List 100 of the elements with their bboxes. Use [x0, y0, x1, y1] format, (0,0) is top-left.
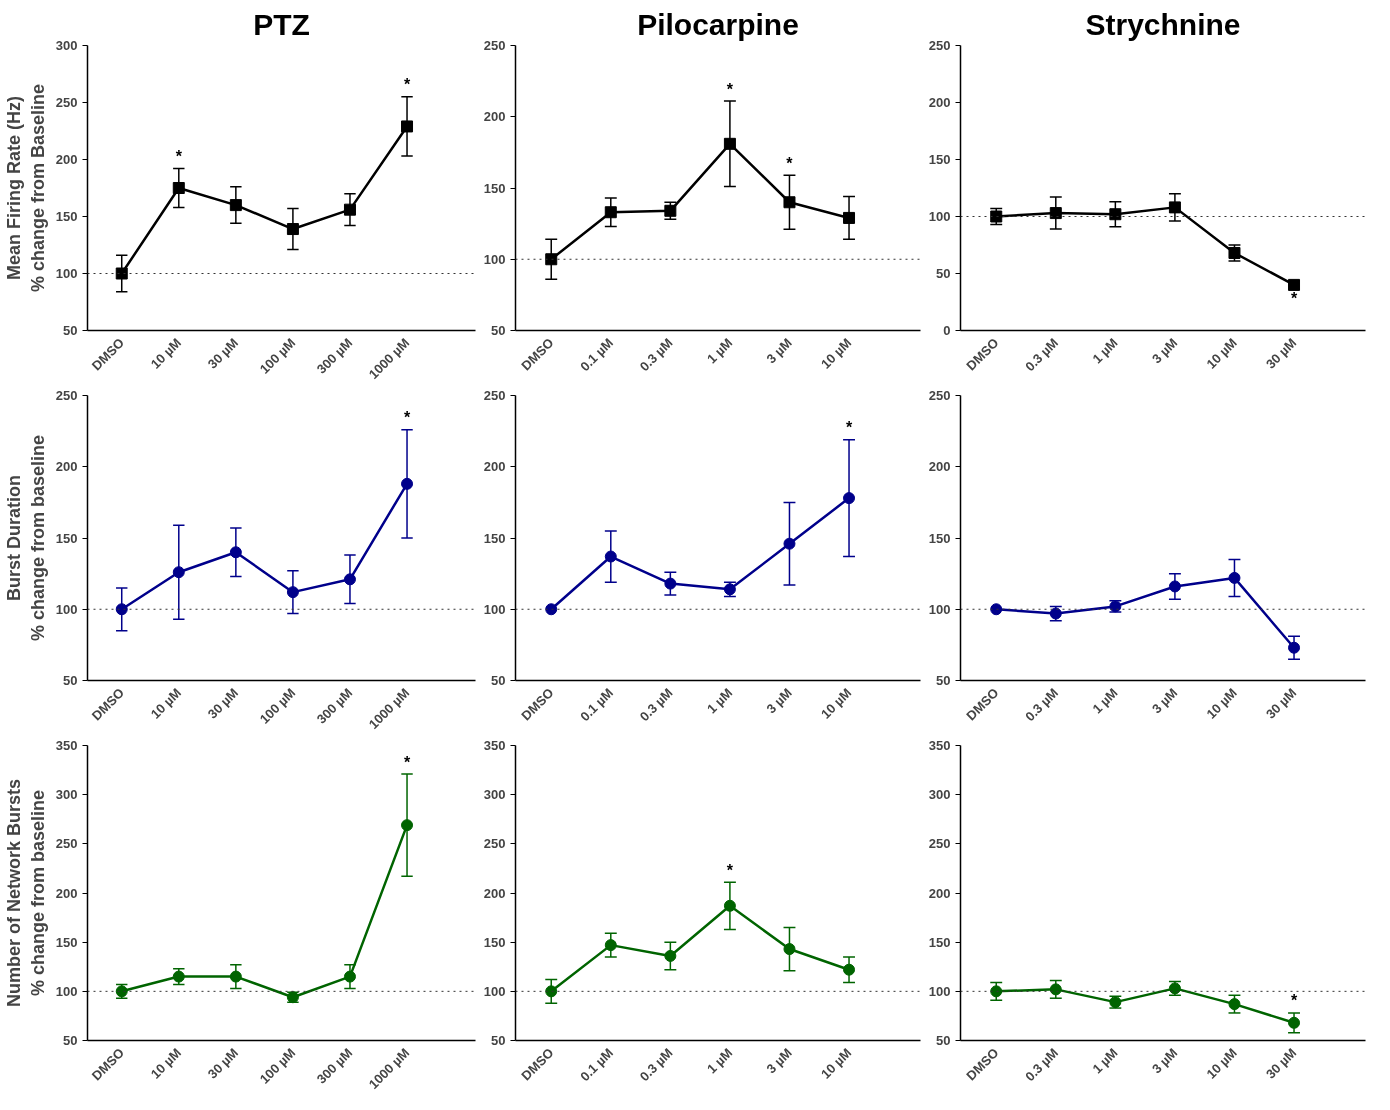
x-tick-label: 3 µM — [1148, 685, 1181, 717]
y-tick-label: 200 — [928, 885, 951, 901]
x-tick-label: 1 µM — [1089, 1045, 1121, 1077]
y-tick-label: 150 — [928, 530, 951, 546]
x-tick-label: 0.3 µM — [636, 685, 676, 725]
y-tick-label: 100 — [928, 983, 951, 999]
y-tick-label: 150 — [483, 180, 506, 196]
chart-title: Strychnine — [1085, 7, 1241, 41]
y-tick-label: 100 — [55, 266, 78, 281]
y-axis-title: Burst Duration % change from baseline — [3, 434, 48, 642]
y-tick-label: 200 — [928, 459, 951, 475]
x-tick-label: 300 µM — [313, 685, 356, 727]
x-tick-label: 10 µM — [817, 1045, 855, 1082]
annotation: * — [845, 419, 853, 437]
y-tick-label: 100 — [928, 601, 951, 617]
x-tick-label: 1 µM — [703, 335, 736, 367]
x-tick-label: 10 µM — [147, 1045, 185, 1082]
x-tick-label: 100 µM — [256, 685, 299, 727]
y-tick-label: 250 — [928, 38, 951, 53]
y-tick-label: 300 — [483, 787, 506, 803]
y-tick-label: 50 — [63, 1033, 78, 1048]
y-tick-label: 200 — [928, 95, 951, 110]
y-axis-title: Number of Network Bursts % change from baseline — [3, 778, 48, 1008]
y-tick-label: 0 — [943, 323, 951, 338]
y-tick-label: 300 — [55, 787, 78, 803]
x-tick-label: 30 µM — [1262, 335, 1300, 372]
y-tick-label: 250 — [928, 836, 951, 852]
x-tick-label: 10 µM — [1203, 335, 1240, 372]
y-tick-label: 50 — [491, 323, 506, 338]
y-tick-label: 100 — [928, 209, 951, 224]
y-tick-label: 150 — [483, 934, 506, 950]
annotation: * — [786, 154, 794, 172]
x-tick-label: 10 µM — [1203, 1045, 1240, 1082]
y-tick-label: 250 — [55, 388, 78, 403]
x-tick-label: 30 µM — [1262, 685, 1300, 722]
x-tick-label: 0.3 µM — [636, 1045, 676, 1085]
annotation: * — [726, 80, 734, 98]
annotation: * — [403, 753, 411, 771]
x-tick-label: 3 µM — [763, 335, 795, 367]
y-tick-label: 250 — [55, 95, 78, 110]
chart-title: PTZ — [253, 7, 310, 41]
y-tick-label: 250 — [483, 836, 506, 852]
y-tick-label: 250 — [483, 38, 506, 53]
y-tick-label: 200 — [55, 152, 78, 167]
x-tick-label: 300 µM — [313, 335, 356, 377]
y-tick-label: 50 — [63, 323, 78, 338]
x-tick-label: 30 µM — [204, 335, 242, 372]
x-tick-label: 10 µM — [147, 685, 185, 722]
x-tick-label: 3 µM — [1148, 1045, 1181, 1077]
y-tick-label: 100 — [483, 251, 506, 267]
y-tick-label: 50 — [491, 1033, 506, 1048]
annotation: * — [403, 409, 411, 427]
x-tick-label: 10 µM — [1203, 685, 1240, 722]
x-tick-label: 30 µM — [204, 685, 242, 722]
x-tick-label: 0.1 µM — [577, 335, 617, 375]
y-tick-label: 150 — [55, 209, 78, 224]
x-tick-label: 10 µM — [147, 335, 185, 372]
y-tick-label: 200 — [483, 885, 506, 901]
y-tick-label: 200 — [483, 109, 506, 125]
y-tick-label: 350 — [928, 738, 951, 753]
x-tick-label: 300 µM — [313, 1045, 356, 1087]
y-tick-label: 100 — [483, 601, 506, 617]
x-tick-label: 3 µM — [763, 685, 795, 717]
y-tick-label: 200 — [55, 459, 78, 475]
annotation: * — [1290, 992, 1298, 1010]
y-tick-label: 350 — [483, 738, 506, 753]
y-tick-label: 50 — [63, 673, 78, 688]
y-tick-label: 250 — [55, 836, 78, 852]
x-tick-label: 3 µM — [1148, 335, 1181, 367]
annotation: * — [1290, 290, 1298, 308]
y-tick-label: 100 — [55, 601, 78, 617]
x-tick-label: 0.3 µM — [636, 335, 676, 375]
annotation: * — [403, 76, 411, 94]
y-tick-label: 300 — [55, 38, 78, 53]
x-tick-label: 30 µM — [1262, 1045, 1300, 1082]
x-tick-label: 1 µM — [703, 685, 736, 717]
y-axis-title: Mean Firing Rate (Hz) % change from Baseline — [3, 83, 48, 293]
y-tick-label: 50 — [936, 1033, 951, 1048]
y-tick-label: 300 — [928, 787, 951, 803]
x-tick-label: 3 µM — [763, 1045, 795, 1077]
x-tick-label: 10 µM — [817, 335, 855, 372]
y-tick-label: 150 — [55, 934, 78, 950]
x-tick-label: 100 µM — [256, 1045, 299, 1087]
y-tick-label: 150 — [928, 152, 951, 167]
x-tick-label: 10 µM — [817, 685, 855, 722]
x-tick-label: 0.1 µM — [577, 685, 617, 725]
y-tick-label: 350 — [55, 738, 78, 753]
y-tick-label: 250 — [483, 388, 506, 403]
x-tick-label: 0.1 µM — [577, 1045, 617, 1085]
y-tick-label: 150 — [55, 530, 78, 546]
x-tick-label: 1 µM — [703, 1045, 736, 1077]
y-tick-label: 100 — [483, 983, 506, 999]
x-tick-label: 0.3 µM — [1022, 335, 1062, 375]
annotation: * — [175, 148, 183, 166]
y-tick-label: 200 — [483, 459, 506, 475]
chart-title: Pilocarpine — [637, 7, 799, 41]
y-tick-label: 150 — [483, 530, 506, 546]
y-tick-label: 200 — [55, 885, 78, 901]
x-tick-label: 100 µM — [256, 335, 299, 377]
y-tick-label: 150 — [928, 934, 951, 950]
